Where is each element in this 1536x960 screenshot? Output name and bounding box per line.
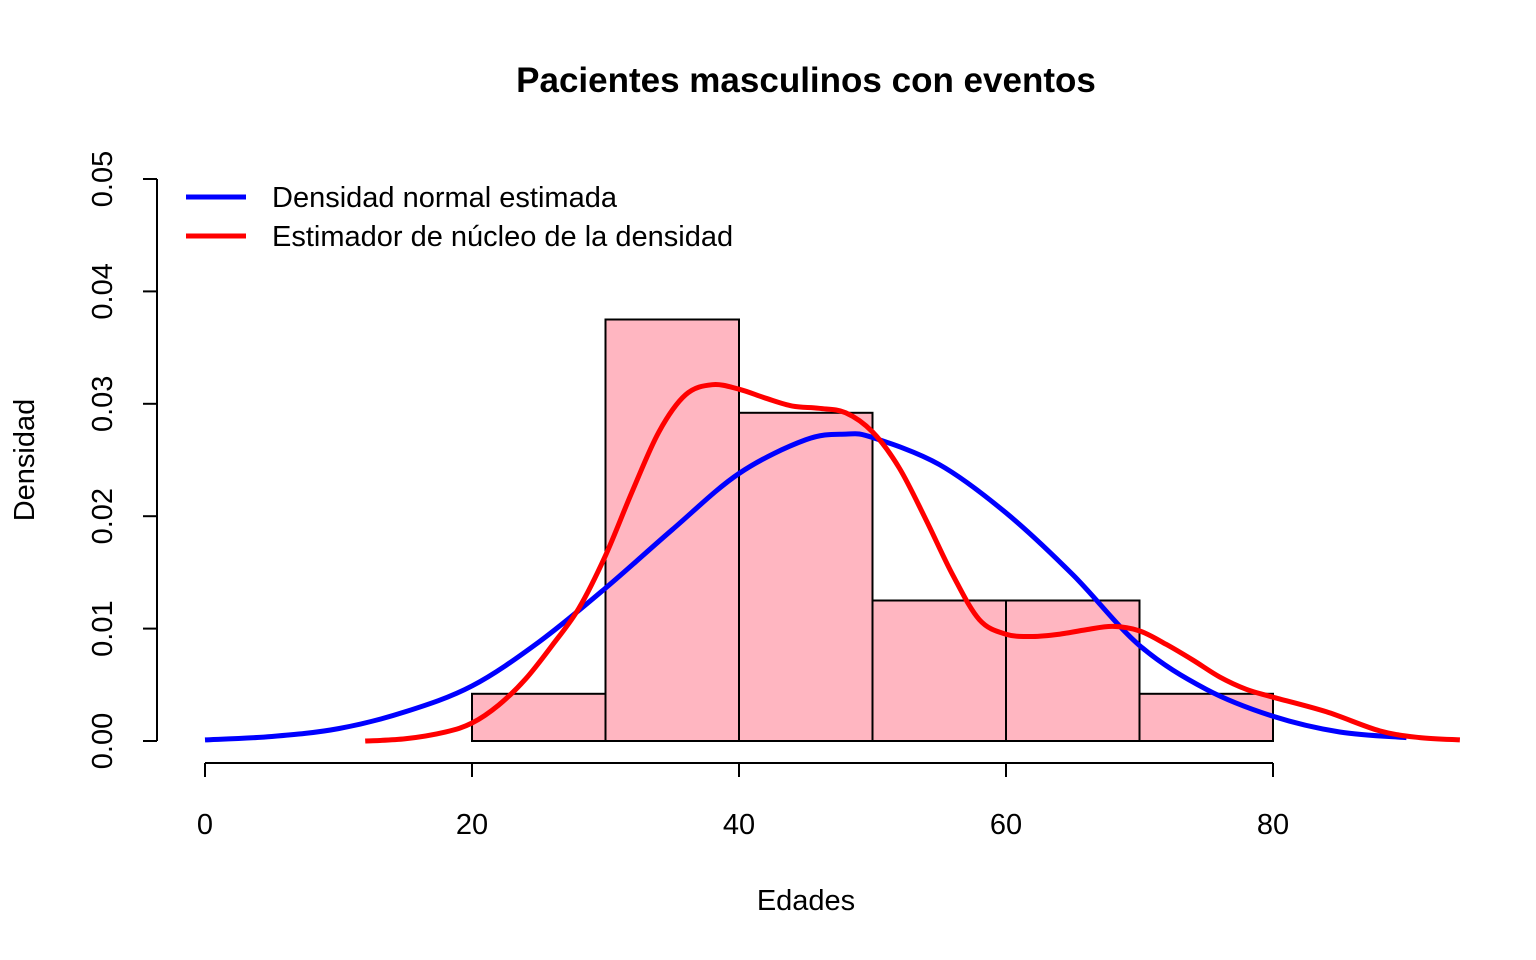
x-axis: 0 20 40 60 80 [197, 762, 1289, 841]
y-tick-label: 0.03 [87, 376, 119, 432]
legend-label-normal: Densidad normal estimada [272, 182, 618, 214]
x-tick-label: 80 [1257, 809, 1289, 841]
histogram-bar-70-80 [1138, 692, 1274, 742]
x-tick-label: 60 [990, 809, 1022, 841]
chart-title: Pacientes masculinos con eventos [516, 61, 1096, 100]
x-axis-label: Edades [757, 885, 855, 917]
y-tick-label: 0.01 [87, 600, 119, 656]
normal-density-curve [204, 431, 1407, 743]
x-tick-label: 20 [456, 809, 488, 841]
y-tick-label: 0.02 [87, 488, 119, 544]
x-tick-label: 40 [723, 809, 755, 841]
legend-label-kernel: Estimador de núcleo de la densidad [272, 221, 733, 253]
y-axis: 0.00 0.01 0.02 0.03 0.04 0.05 [87, 151, 158, 769]
kernel-density-curve [365, 382, 1461, 744]
y-axis-label: Densidad [9, 399, 41, 522]
histogram-bar-20-30 [471, 692, 607, 742]
histogram-bar-60-70 [1005, 599, 1141, 742]
histogram-bar-40-50 [738, 411, 874, 742]
x-tick-label: 0 [197, 809, 213, 841]
y-tick-label: 0.05 [87, 151, 119, 207]
y-tick-label: 0.00 [87, 713, 119, 769]
density-curves [204, 382, 1461, 744]
y-tick-label: 0.04 [87, 263, 119, 319]
histogram-bars [471, 318, 1274, 742]
legend: Densidad normal estimada Estimador de nú… [186, 182, 733, 253]
histogram-bar-50-60 [871, 599, 1007, 742]
